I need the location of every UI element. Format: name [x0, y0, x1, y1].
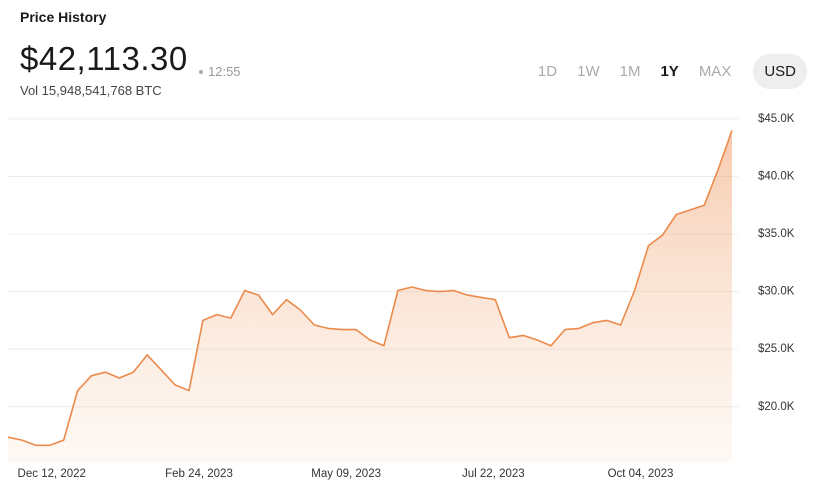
- range-tab[interactable]: 1M: [619, 63, 641, 80]
- range-tabs: 1D 1W 1M 1Y MAX USD: [528, 54, 807, 89]
- y-tick-label: $30.0K: [758, 286, 795, 298]
- x-tick-label: Dec 12, 2022: [18, 468, 86, 480]
- y-tick-label: $35.0K: [758, 228, 795, 240]
- separator-dot: [199, 70, 203, 74]
- price-area: [8, 130, 732, 462]
- range-tab[interactable]: MAX: [698, 63, 732, 80]
- volume: Vol 15,948,541,768 BTC: [20, 83, 162, 98]
- x-tick-label: Feb 24, 2023: [165, 468, 233, 480]
- x-tick-label: May 09, 2023: [311, 468, 381, 480]
- x-tick-label: Jul 22, 2023: [462, 468, 525, 480]
- currency-button[interactable]: USD: [753, 54, 807, 89]
- y-tick-label: $20.0K: [758, 401, 795, 413]
- range-tab[interactable]: 1W: [577, 63, 600, 80]
- time: 12:55: [208, 64, 241, 79]
- price: $42,113.30: [20, 40, 188, 77]
- range-tab[interactable]: 1D: [537, 63, 558, 80]
- y-tick-label: $45.0K: [758, 113, 795, 125]
- title: Price History: [20, 9, 107, 25]
- range-tab[interactable]: 1Y: [660, 63, 679, 80]
- y-tick-label: $40.0K: [758, 171, 795, 183]
- x-tick-label: Oct 04, 2023: [608, 468, 674, 480]
- price-line: [7, 130, 733, 447]
- y-tick-label: $25.0K: [758, 343, 795, 355]
